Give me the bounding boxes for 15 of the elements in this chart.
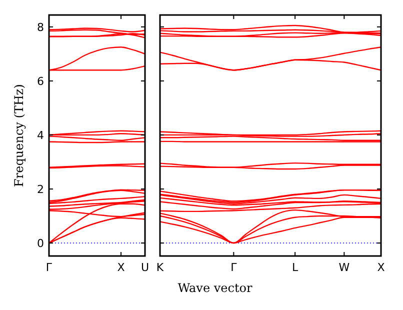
y-tick-label: 0	[37, 237, 44, 250]
y-tick-label: 4	[37, 128, 44, 142]
x-tick-label: U	[140, 261, 150, 274]
x-tick-label: K	[156, 261, 164, 274]
y-tick-label: 8	[37, 20, 44, 34]
x-tick-label: X	[117, 261, 126, 274]
y-tick-label: 2	[37, 182, 44, 196]
y-axis-title: Frequency (THz)	[12, 84, 26, 187]
x-tick-label: X	[377, 261, 386, 274]
y-tick-label: 6	[37, 74, 44, 88]
x-tick-label: L	[292, 261, 299, 274]
x-tick-label: Γ	[230, 261, 238, 274]
x-tick-label: W	[338, 261, 350, 274]
x-axis-title: Wave vector	[178, 281, 253, 295]
x-tick-label: Γ	[46, 261, 53, 274]
